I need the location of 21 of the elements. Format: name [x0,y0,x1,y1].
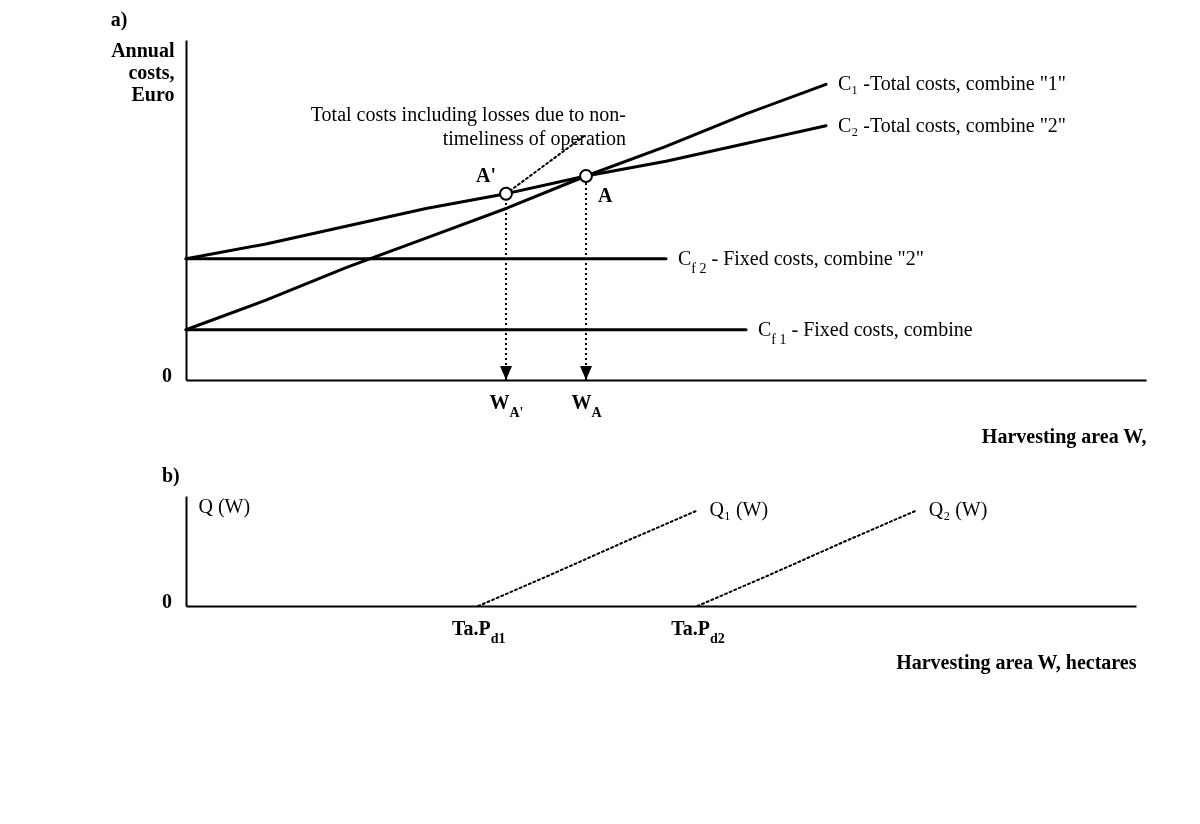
annotation: A' [476,163,496,186]
series-label: Q₁ (W) [709,498,769,522]
x-axis-title: Harvesting area W, hectares [896,650,1137,674]
chart-title: a) [110,8,128,31]
y-axis-title: Q (W) [198,494,251,518]
text: 0 [162,590,172,612]
x-tick-label: W$_{A}$ [571,390,603,419]
x-tick-label: W$_{A'}$ [489,390,524,419]
chart-title: b) [162,464,180,487]
x-tick-label: Ta.P$_{d2}$ [671,616,725,645]
text: 0 [162,364,172,386]
series-label: Q₂ (W) [928,498,988,522]
series-label: C₂ -Total costs, combine "2" [838,113,1066,136]
series-label: C$_{f 2}$ - Fixed costs, combine "2" [678,246,924,276]
y-axis-title: Annual costs, Euro [111,38,175,105]
annotation: A [598,184,613,206]
series-label: C$_{f 1}$ - Fixed costs, combine [758,317,973,347]
series-label: C₁ -Total costs, combine "1" [838,72,1066,95]
x-axis-title: Harvesting area W, [981,424,1147,448]
x-tick-label: Ta.P$_{d1}$ [452,616,506,645]
text: Total costs including losses due to non- timeliness of operation [310,102,626,150]
